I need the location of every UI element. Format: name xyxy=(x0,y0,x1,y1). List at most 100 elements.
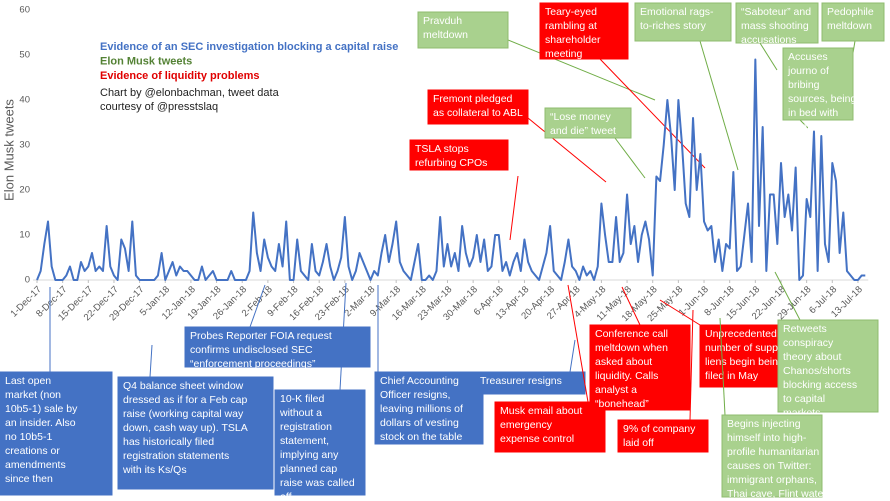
annotation-text: to-riches story xyxy=(640,20,707,32)
leader-line xyxy=(527,117,607,183)
annotation-text: dollars of vesting xyxy=(380,417,459,429)
annotation-text: liquidity. Calls xyxy=(595,370,658,382)
leader-line xyxy=(509,175,519,241)
annotation-text: as collateral to ABL xyxy=(433,107,523,119)
annotation-text: Treasurer resigns xyxy=(480,375,562,387)
leader-line xyxy=(339,282,347,391)
annotation-text: an insider. Also xyxy=(5,417,76,429)
annotation-box xyxy=(274,389,366,496)
leader-line xyxy=(614,137,646,179)
leader-line xyxy=(621,286,641,326)
key-text: Evidence of liquidity problems xyxy=(100,70,260,82)
annotation-text: off xyxy=(280,491,292,501)
annotation-text: “Saboteur” and xyxy=(741,6,811,18)
annotation-text: asked about xyxy=(595,356,652,368)
annotation-text: implying any xyxy=(280,449,339,461)
annotation-text: Accuses xyxy=(788,51,828,63)
annotation-text: filed in May xyxy=(705,370,759,382)
annotation-text: sources, being xyxy=(788,93,856,105)
annotation-text: Musk email about xyxy=(500,405,582,417)
annotation-text: himself into high- xyxy=(727,432,807,444)
key-text: Evidence of an SEC investigation blockin… xyxy=(100,41,398,53)
annotation-box xyxy=(735,2,819,44)
annotation-text: Teary-eyed xyxy=(545,6,597,18)
annotation-text: down, cash way up). TSLA xyxy=(123,422,248,434)
annotation-text: raise (working capital way xyxy=(123,408,244,420)
annotation-text: immigrant orphans, xyxy=(727,474,817,486)
annotation-text: Unprecedented xyxy=(705,328,777,340)
annotation-text: Conference call xyxy=(595,328,668,340)
annotation-text: meltdown when xyxy=(595,342,668,354)
annotation-box xyxy=(117,376,274,490)
annotation-text: conspiracy xyxy=(783,337,834,349)
annotation-text: with its Ks/Qs xyxy=(122,464,187,476)
annotation-text: to capital xyxy=(783,393,825,405)
annotation-text: 9% of company xyxy=(623,423,696,435)
annotation-text: shareholder xyxy=(545,34,601,46)
annotation-text: meltdown xyxy=(827,20,872,32)
credit-text: courtesy of @presstslaq xyxy=(100,101,218,113)
annotation-text: registration statements xyxy=(123,450,229,462)
annotation-box xyxy=(617,419,709,453)
annotation-box xyxy=(494,401,606,453)
annotation-box xyxy=(721,414,823,498)
key-text: Elon Musk tweets xyxy=(100,55,192,67)
leader-line xyxy=(759,42,778,71)
annotation-text: laid off xyxy=(623,437,654,449)
annotation-text: refurbing CPOs xyxy=(415,157,487,169)
annotation-text: analyst a xyxy=(595,384,637,396)
annotation-text: “Lose money xyxy=(550,111,611,123)
annotation-text: dressed as if for a Feb cap xyxy=(123,394,247,406)
tweet-line xyxy=(36,58,866,281)
annotation-text: confirms undisclosed SEC xyxy=(190,344,313,356)
y-tick-label: 20 xyxy=(19,185,30,196)
annotation-text: in bed with xyxy=(788,107,838,119)
annotation-text: blocking access xyxy=(783,379,857,391)
annotation-box xyxy=(427,89,529,125)
annotation-box xyxy=(539,2,629,60)
leader-line xyxy=(659,299,701,326)
annotation-text: emergency xyxy=(500,419,553,431)
annotation-text: meltdown xyxy=(423,29,468,41)
leader-line xyxy=(599,58,706,169)
annotation-text: Begins injecting xyxy=(727,418,801,430)
annotation-box xyxy=(409,139,509,171)
y-axis-label: Elon Musk tweets xyxy=(1,99,16,201)
annotation-text: accusations xyxy=(741,34,796,46)
leader-line xyxy=(774,271,801,321)
annotation-box xyxy=(782,47,854,121)
annotation-text: without a xyxy=(279,407,322,419)
leader-line xyxy=(567,284,589,403)
annotation-text: liens begin being xyxy=(705,356,784,368)
annotation-text: creations or xyxy=(5,445,60,457)
y-tick-label: 60 xyxy=(19,5,30,16)
leader-line xyxy=(569,339,576,373)
annotation-text: Retweets xyxy=(783,323,827,335)
annotation-text: Pravduh xyxy=(423,15,462,27)
annotation-text: raise was called xyxy=(280,477,355,489)
annotation-text: since then xyxy=(5,473,53,485)
leader-line xyxy=(699,40,739,171)
annotation-text: Chief Accounting xyxy=(380,375,459,387)
annotation-text: registration xyxy=(280,421,332,433)
annotation-text: no 10b5-1 xyxy=(5,431,52,443)
annotation-text: Probes Reporter FOIA request xyxy=(190,330,332,342)
annotation-text: profile humanitarian xyxy=(727,446,819,458)
annotation-text: has historically filed xyxy=(123,436,214,448)
y-tick-label: 30 xyxy=(19,140,30,151)
y-tick-label: 40 xyxy=(19,95,30,106)
annotation-text: Officer resigns, xyxy=(380,389,450,401)
annotation-text: 10b5-1) sale by xyxy=(5,403,78,415)
annotation-text: rambling at xyxy=(545,20,597,32)
annotation-text: and die” tweet xyxy=(550,125,616,137)
annotation-text: Last open xyxy=(5,375,51,387)
leader-line xyxy=(799,119,809,129)
annotation-text: causes on Twitter: xyxy=(727,460,811,472)
annotation-box xyxy=(589,324,691,411)
annotation-text: bribing xyxy=(788,79,820,91)
annotation-box xyxy=(777,319,879,413)
leader-line xyxy=(249,284,266,328)
annotation-text: planned cap xyxy=(280,463,337,475)
annotation-box xyxy=(634,2,732,42)
